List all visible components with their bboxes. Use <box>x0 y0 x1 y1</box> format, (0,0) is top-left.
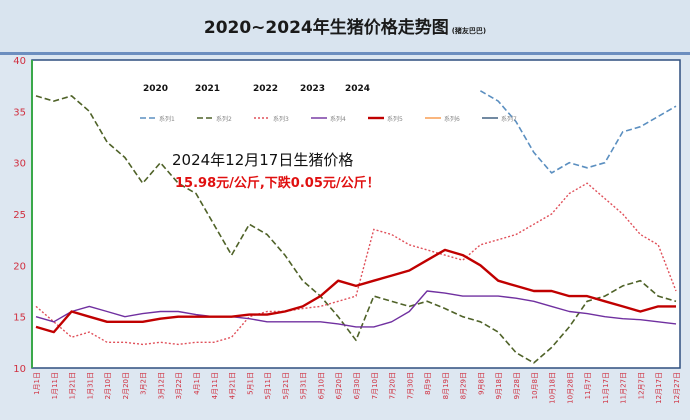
year-label: 2024 <box>345 84 370 94</box>
legend-label: 系列1 <box>159 115 175 123</box>
x-tick-label: 4月21日 <box>229 372 237 399</box>
x-tick-label: 3月12日 <box>157 372 165 399</box>
x-tick-label: 10月28日 <box>566 372 574 404</box>
x-tick-label: 12月7日 <box>637 372 645 399</box>
series-line <box>35 95 677 364</box>
legend-label: 系列4 <box>330 115 346 123</box>
x-tick-label: 11月27日 <box>620 372 628 404</box>
x-tick-label: 9月28日 <box>513 372 521 399</box>
x-tick-label: 4月1日 <box>193 372 201 395</box>
x-tick-label: 1月1日 <box>33 372 41 395</box>
x-tick-label: 11月7日 <box>584 372 592 399</box>
year-label: 2021 <box>195 84 220 94</box>
title-text: 2020~2024年生猪价格走势图 <box>203 18 449 38</box>
chart-title: 2020~2024年生猪价格走势图 (猪友巴巴) <box>0 0 690 55</box>
x-tick-label: 2月10日 <box>104 372 112 399</box>
x-tick-label: 9月18日 <box>495 372 503 399</box>
x-tick-label: 7月20日 <box>389 372 397 399</box>
annotation-text: 15.98元/公斤,下跌0.05元/公斤！ <box>175 175 380 191</box>
x-tick-label: 6月10日 <box>317 372 325 399</box>
legend-label: 系列2 <box>216 115 232 123</box>
y-tick-label: 30 <box>13 159 26 170</box>
y-tick-label: 15 <box>13 313 26 324</box>
x-tick-label: 8月9日 <box>424 372 432 395</box>
x-tick-label: 10月8日 <box>531 372 539 399</box>
x-tick-label: 4月11日 <box>211 372 219 399</box>
x-tick-label: 6月30日 <box>353 372 361 399</box>
plot-area <box>31 59 681 369</box>
x-tick-label: 3月2日 <box>140 372 148 395</box>
x-tick-label: 5月21日 <box>282 372 290 399</box>
x-tick-label: 11月17日 <box>602 372 610 404</box>
x-tick-label: 10月18日 <box>549 372 557 404</box>
series-line <box>35 182 677 346</box>
x-tick-label: 8月19日 <box>442 372 450 399</box>
title-subtitle: (猪友巴巴) <box>451 27 487 35</box>
x-tick-label: 5月31日 <box>300 372 308 399</box>
annotation-title: 2024年12月17日生猪价格 <box>172 151 353 169</box>
series-line <box>479 90 677 174</box>
legend-label: 系列5 <box>387 115 403 123</box>
x-tick-label: 1月21日 <box>69 372 77 399</box>
y-tick-label: 10 <box>13 364 26 375</box>
x-tick-label: 9月8日 <box>477 372 485 395</box>
year-label: 2020 <box>143 84 168 94</box>
y-tick-label: 20 <box>13 261 26 272</box>
y-tick-label: 35 <box>13 107 26 118</box>
y-tick-label: 40 <box>13 56 26 67</box>
x-tick-label: 2月20日 <box>122 372 130 399</box>
x-tick-label: 7月10日 <box>371 372 379 399</box>
x-tick-label: 8月29日 <box>460 372 468 399</box>
x-tick-label: 6月20日 <box>335 372 343 399</box>
legend-label: 系列7 <box>501 115 517 123</box>
x-tick-label: 12月27日 <box>673 372 681 404</box>
x-tick-label: 1月31日 <box>86 372 94 399</box>
x-tick-label: 3月22日 <box>175 372 183 399</box>
x-tick-label: 5月11日 <box>264 372 272 399</box>
year-label: 2022 <box>253 84 278 94</box>
legend-label: 系列6 <box>444 115 460 123</box>
x-tick-label: 7月30日 <box>406 372 414 399</box>
x-tick-label: 5月1日 <box>246 372 254 395</box>
series-line <box>35 248 676 334</box>
legend-label: 系列3 <box>273 115 289 123</box>
year-label: 2023 <box>300 84 325 94</box>
x-tick-label: 1月11日 <box>51 372 59 399</box>
series-line <box>35 290 677 328</box>
y-tick-label: 25 <box>13 210 26 221</box>
x-tick-label: 12月17日 <box>655 372 663 404</box>
